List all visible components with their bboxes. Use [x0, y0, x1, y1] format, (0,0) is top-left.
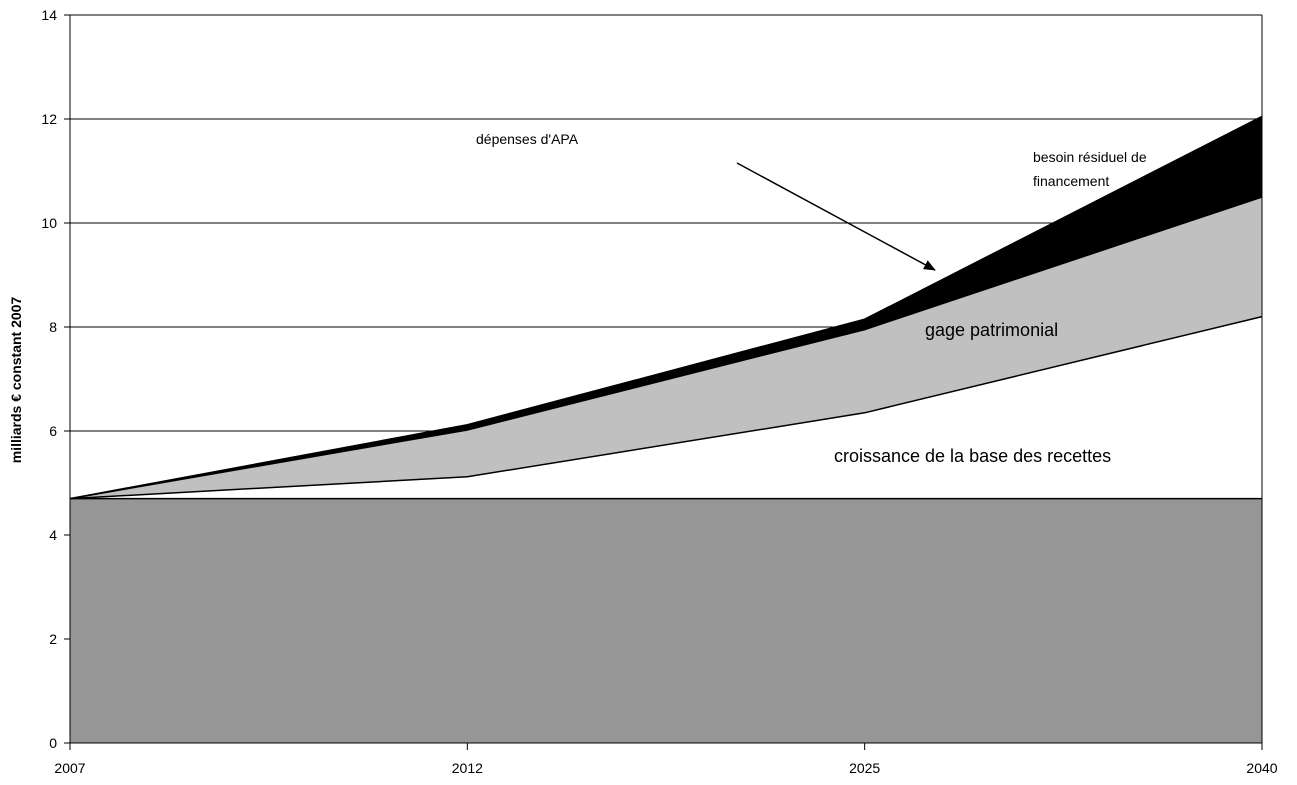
area-series-0	[70, 498, 1262, 743]
y-tick-label-4: 8	[49, 319, 57, 335]
y-tick-labels: 0 2 4 6 8 10 12 14	[41, 7, 57, 751]
x-tick-label-3: 2040	[1246, 760, 1277, 776]
y-axis-label: milliards € constant 2007	[8, 297, 24, 464]
y-tick-label-1: 2	[49, 631, 57, 647]
axes	[64, 14, 1263, 750]
area-series-1	[70, 316, 1262, 499]
x-tick-label-1: 2012	[452, 760, 483, 776]
area-series	[70, 116, 1262, 743]
annotation-gage-patrimonial: gage patrimonial	[925, 320, 1058, 340]
annotation-besoin-line2: financement	[1033, 173, 1109, 189]
boundary-line-1	[69, 315, 1263, 500]
y-tick-label-0: 0	[49, 735, 57, 751]
y-tick-label-3: 6	[49, 423, 57, 439]
y-tick-label-2: 4	[49, 527, 57, 543]
area-series-2	[70, 197, 1262, 499]
boundary-line-2	[69, 196, 1263, 500]
y-tick-label-7: 14	[41, 7, 57, 23]
annotation-arrow	[736, 162, 936, 271]
series-boundaries	[69, 115, 1263, 500]
x-tick-labels: 2007 2012 2025 2040	[54, 760, 1277, 776]
annotation-croissance: croissance de la base des recettes	[834, 446, 1111, 466]
annotation-besoin-line1: besoin résiduel de	[1033, 149, 1147, 165]
x-tick-label-0: 2007	[54, 760, 85, 776]
x-tick-label-2: 2025	[849, 760, 880, 776]
boundary-line-3	[69, 115, 1263, 500]
y-tick-label-6: 12	[41, 111, 57, 127]
annotation-depenses-apa: dépenses d'APA	[476, 131, 579, 147]
y-tick-label-5: 10	[41, 215, 57, 231]
